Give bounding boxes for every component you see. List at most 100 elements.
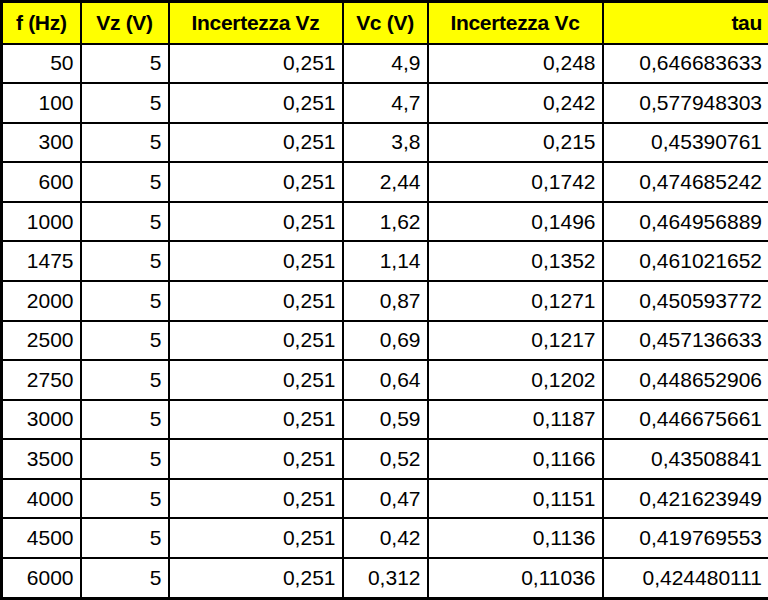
cell-tau[interactable]: 0,421623949 — [603, 479, 768, 519]
cell-incertezza-vc[interactable]: 0,1187 — [428, 400, 603, 440]
cell-incertezza-vz[interactable]: 0,251 — [169, 479, 343, 519]
cell-vz-v[interactable]: 5 — [81, 558, 169, 598]
cell-vc-v[interactable]: 1,14 — [343, 241, 428, 281]
cell-incertezza-vz[interactable]: 0,251 — [169, 241, 343, 281]
cell-incertezza-vz[interactable]: 0,251 — [169, 83, 343, 123]
cell-f-hz[interactable]: 6000 — [2, 558, 81, 598]
cell-vz-v[interactable]: 5 — [81, 83, 169, 123]
cell-incertezza-vz[interactable]: 0,251 — [169, 123, 343, 163]
cell-vc-v[interactable]: 2,44 — [343, 162, 428, 202]
cell-incertezza-vz[interactable]: 0,251 — [169, 202, 343, 242]
cell-f-hz[interactable]: 1475 — [2, 241, 81, 281]
column-header-f-hz[interactable]: f (Hz) — [2, 2, 81, 44]
column-header-vc-v[interactable]: Vc (V) — [343, 2, 428, 44]
cell-tau[interactable]: 0,448652906 — [603, 360, 768, 400]
cell-tau[interactable]: 0,646683633 — [603, 44, 768, 84]
cell-incertezza-vc[interactable]: 0,1202 — [428, 360, 603, 400]
table-row: 147550,2511,140,13520,461021652 — [2, 241, 768, 281]
cell-incertezza-vc[interactable]: 0,1352 — [428, 241, 603, 281]
cell-vc-v[interactable]: 0,59 — [343, 400, 428, 440]
cell-vz-v[interactable]: 5 — [81, 281, 169, 321]
cell-incertezza-vc[interactable]: 0,1166 — [428, 439, 603, 479]
cell-f-hz[interactable]: 2500 — [2, 321, 81, 361]
cell-incertezza-vc[interactable]: 0,1271 — [428, 281, 603, 321]
table-row: 250050,2510,690,12170,457136633 — [2, 321, 768, 361]
cell-incertezza-vc[interactable]: 0,1136 — [428, 518, 603, 558]
table-row: 400050,2510,470,11510,421623949 — [2, 479, 768, 519]
cell-vz-v[interactable]: 5 — [81, 360, 169, 400]
cell-f-hz[interactable]: 3000 — [2, 400, 81, 440]
cell-incertezza-vz[interactable]: 0,251 — [169, 558, 343, 598]
cell-tau[interactable]: 0,446675661 — [603, 400, 768, 440]
cell-incertezza-vz[interactable]: 0,251 — [169, 321, 343, 361]
cell-f-hz[interactable]: 2750 — [2, 360, 81, 400]
cell-incertezza-vc[interactable]: 0,1742 — [428, 162, 603, 202]
cell-incertezza-vc[interactable]: 0,1151 — [428, 479, 603, 519]
cell-tau[interactable]: 0,450593772 — [603, 281, 768, 321]
cell-tau[interactable]: 0,461021652 — [603, 241, 768, 281]
cell-f-hz[interactable]: 100 — [2, 83, 81, 123]
cell-f-hz[interactable]: 4000 — [2, 479, 81, 519]
table-body: 5050,2514,90,2480,64668363310050,2514,70… — [2, 44, 768, 599]
table-row: 5050,2514,90,2480,646683633 — [2, 44, 768, 84]
cell-incertezza-vz[interactable]: 0,251 — [169, 518, 343, 558]
cell-vc-v[interactable]: 0,42 — [343, 518, 428, 558]
header-row: f (Hz)Vz (V)Incertezza VzVc (V)Incertezz… — [2, 2, 768, 44]
cell-vz-v[interactable]: 5 — [81, 518, 169, 558]
cell-f-hz[interactable]: 3500 — [2, 439, 81, 479]
cell-vc-v[interactable]: 4,9 — [343, 44, 428, 84]
cell-vz-v[interactable]: 5 — [81, 400, 169, 440]
cell-vc-v[interactable]: 0,52 — [343, 439, 428, 479]
cell-vc-v[interactable]: 4,7 — [343, 83, 428, 123]
column-header-incertezza-vc[interactable]: Incertezza Vc — [428, 2, 603, 44]
cell-incertezza-vz[interactable]: 0,251 — [169, 44, 343, 84]
cell-vz-v[interactable]: 5 — [81, 479, 169, 519]
cell-vz-v[interactable]: 5 — [81, 439, 169, 479]
column-header-vz-v[interactable]: Vz (V) — [81, 2, 169, 44]
column-header-incertezza-vz[interactable]: Incertezza Vz — [169, 2, 343, 44]
cell-incertezza-vc[interactable]: 0,215 — [428, 123, 603, 163]
cell-incertezza-vc[interactable]: 0,1496 — [428, 202, 603, 242]
cell-vz-v[interactable]: 5 — [81, 321, 169, 361]
cell-tau[interactable]: 0,43508841 — [603, 439, 768, 479]
cell-tau[interactable]: 0,424480111 — [603, 558, 768, 598]
cell-f-hz[interactable]: 4500 — [2, 518, 81, 558]
cell-incertezza-vc[interactable]: 0,11036 — [428, 558, 603, 598]
cell-f-hz[interactable]: 50 — [2, 44, 81, 84]
cell-incertezza-vc[interactable]: 0,242 — [428, 83, 603, 123]
cell-vz-v[interactable]: 5 — [81, 44, 169, 84]
cell-vz-v[interactable]: 5 — [81, 241, 169, 281]
cell-vc-v[interactable]: 0,312 — [343, 558, 428, 598]
cell-vz-v[interactable]: 5 — [81, 162, 169, 202]
cell-vc-v[interactable]: 1,62 — [343, 202, 428, 242]
cell-f-hz[interactable]: 1000 — [2, 202, 81, 242]
cell-tau[interactable]: 0,457136633 — [603, 321, 768, 361]
table-row: 300050,2510,590,11870,446675661 — [2, 400, 768, 440]
cell-vz-v[interactable]: 5 — [81, 202, 169, 242]
cell-vc-v[interactable]: 0,87 — [343, 281, 428, 321]
cell-vz-v[interactable]: 5 — [81, 123, 169, 163]
cell-vc-v[interactable]: 0,69 — [343, 321, 428, 361]
cell-vc-v[interactable]: 0,47 — [343, 479, 428, 519]
cell-incertezza-vz[interactable]: 0,251 — [169, 360, 343, 400]
cell-vc-v[interactable]: 0,64 — [343, 360, 428, 400]
table-row: 30050,2513,80,2150,45390761 — [2, 123, 768, 163]
table-row: 600050,2510,3120,110360,424480111 — [2, 558, 768, 598]
cell-f-hz[interactable]: 2000 — [2, 281, 81, 321]
cell-incertezza-vc[interactable]: 0,1217 — [428, 321, 603, 361]
cell-vc-v[interactable]: 3,8 — [343, 123, 428, 163]
cell-incertezza-vz[interactable]: 0,251 — [169, 439, 343, 479]
cell-tau[interactable]: 0,474685242 — [603, 162, 768, 202]
cell-incertezza-vz[interactable]: 0,251 — [169, 162, 343, 202]
cell-f-hz[interactable]: 600 — [2, 162, 81, 202]
cell-tau[interactable]: 0,577948303 — [603, 83, 768, 123]
cell-incertezza-vz[interactable]: 0,251 — [169, 281, 343, 321]
table-row: 100050,2511,620,14960,464956889 — [2, 202, 768, 242]
cell-tau[interactable]: 0,464956889 — [603, 202, 768, 242]
cell-incertezza-vc[interactable]: 0,248 — [428, 44, 603, 84]
cell-incertezza-vz[interactable]: 0,251 — [169, 400, 343, 440]
cell-tau[interactable]: 0,419769553 — [603, 518, 768, 558]
cell-tau[interactable]: 0,45390761 — [603, 123, 768, 163]
column-header-tau[interactable]: tau — [603, 2, 768, 44]
cell-f-hz[interactable]: 300 — [2, 123, 81, 163]
